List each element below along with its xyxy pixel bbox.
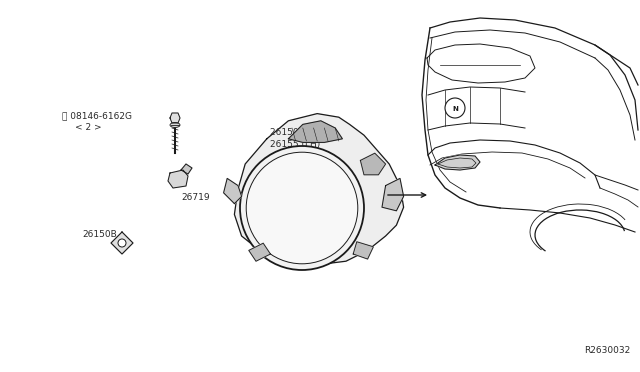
Text: R2630032: R2630032	[584, 346, 630, 355]
Polygon shape	[382, 179, 404, 211]
Circle shape	[240, 146, 364, 270]
Polygon shape	[360, 153, 385, 175]
Polygon shape	[181, 164, 192, 174]
Text: 26150 (RH): 26150 (RH)	[270, 128, 321, 137]
Text: 26150B: 26150B	[82, 230, 116, 239]
Text: 26155 (LH): 26155 (LH)	[270, 140, 320, 149]
Circle shape	[118, 239, 126, 247]
Text: Ⓑ 08146-6162G: Ⓑ 08146-6162G	[62, 111, 132, 120]
Polygon shape	[249, 243, 270, 261]
Polygon shape	[289, 121, 342, 142]
Polygon shape	[168, 170, 188, 188]
Polygon shape	[223, 179, 242, 203]
Text: < 2 >: < 2 >	[75, 123, 102, 132]
Polygon shape	[111, 232, 133, 254]
Polygon shape	[435, 155, 480, 170]
Ellipse shape	[170, 122, 180, 128]
Polygon shape	[170, 113, 180, 123]
Text: 26719: 26719	[181, 193, 210, 202]
Circle shape	[445, 98, 465, 118]
Polygon shape	[234, 113, 404, 265]
Circle shape	[246, 152, 358, 264]
Polygon shape	[353, 242, 373, 259]
Text: N: N	[452, 106, 458, 112]
